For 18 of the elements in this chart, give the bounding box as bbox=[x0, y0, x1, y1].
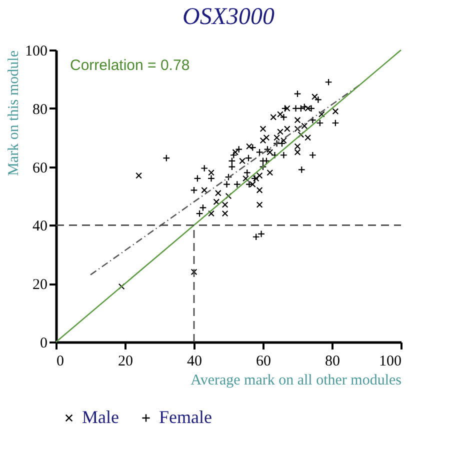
y-tick-label: 80 bbox=[32, 102, 48, 118]
x-tick-label: 100 bbox=[379, 354, 402, 370]
legend-label: Male bbox=[82, 407, 119, 427]
y-tick-label: 0 bbox=[40, 336, 48, 352]
y-tick-label: 40 bbox=[32, 218, 48, 235]
y-axis-title: Mark on this module bbox=[6, 50, 22, 176]
annotation: Correlation = 0.78 bbox=[70, 57, 190, 74]
chart-title: OSX3000 bbox=[182, 4, 274, 30]
x-tick-label: 40 bbox=[187, 354, 202, 370]
x-axis-title: Average mark on all other modules bbox=[190, 372, 402, 388]
x-tick-label: 0 bbox=[56, 354, 64, 370]
y-tick-label: 20 bbox=[32, 277, 48, 294]
x-tick-label: 20 bbox=[118, 354, 133, 370]
legend-label: Female bbox=[159, 407, 212, 427]
x-tick-label: 80 bbox=[325, 354, 340, 370]
y-tick-label: 60 bbox=[32, 160, 48, 176]
x-tick-label: 60 bbox=[256, 354, 271, 370]
y-tick-label: 100 bbox=[25, 44, 48, 60]
